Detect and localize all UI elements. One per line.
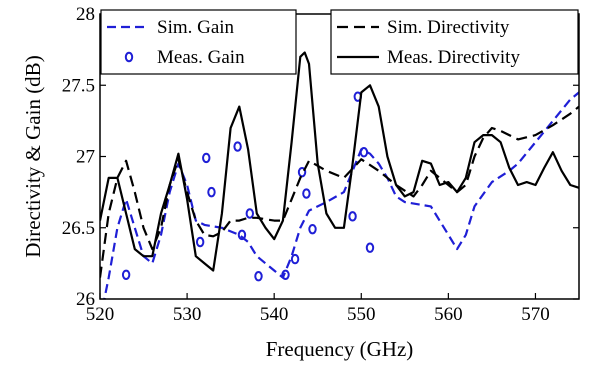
series-sim-gain-line — [103, 91, 579, 299]
x-tick-label: 570 — [521, 304, 550, 325]
y-tick-label: 28 — [76, 4, 95, 25]
series-meas-gain-marker — [359, 147, 369, 158]
legend-meas-directivity-label: Meas. Directivity — [387, 47, 520, 68]
x-tick-label: 550 — [347, 304, 376, 325]
series-meas-gain-marker — [290, 253, 300, 265]
y-tick-label: 26 — [76, 289, 95, 310]
series-meas-gain-marker — [348, 211, 357, 222]
series-meas-gain-marker — [237, 229, 247, 241]
x-tick-label: 540 — [260, 304, 289, 325]
x-axis-label: Frequency (GHz) — [266, 337, 414, 361]
series-meas-gain-marker — [233, 141, 242, 152]
series-meas-gain-marker — [245, 208, 254, 219]
legend-left-box — [100, 9, 297, 75]
legend-right-box — [330, 9, 579, 75]
series-meas-gain-marker — [365, 242, 375, 253]
legend-meas-gain-swatch — [124, 51, 134, 63]
series-meas-directivity-line — [100, 51, 579, 272]
series-meas-gain-marker — [302, 188, 311, 199]
series-meas-gain-marker — [254, 271, 263, 282]
series-sim-directivity-line — [100, 105, 579, 278]
y-tick-label: 27.5 — [62, 75, 95, 96]
legend-meas-gain-label: Meas. Gain — [157, 47, 245, 68]
y-axis-label: Directivity & Gain (dB) — [21, 55, 45, 257]
legend-sim-directivity-label: Sim. Directivity — [387, 17, 510, 38]
x-tick-label: 520 — [86, 304, 115, 325]
legend-right: Sim. Directivity Meas. Directivity — [330, 9, 579, 75]
x-tick-label: 530 — [173, 304, 202, 325]
series-meas-gain-marker — [281, 269, 290, 280]
legend-sim-gain-label: Sim. Gain — [157, 17, 235, 38]
ticks-layer: 520 530 540 550 560 570 26 26.5 27 27.5 28 — [62, 4, 579, 325]
series-meas-gain-marker — [308, 223, 317, 235]
series-meas-gain-marker — [195, 236, 205, 248]
y-tick-label: 26.5 — [62, 218, 95, 239]
series-meas-gain-marker — [207, 186, 216, 198]
legend-right-items: Sim. Directivity Meas. Directivity — [337, 17, 520, 68]
series-meas-gain-marker — [121, 269, 131, 280]
series-meas-gain-marker — [202, 152, 211, 164]
plot-layer — [100, 51, 579, 299]
legend-left: Sim. Gain Meas. Gain — [100, 9, 297, 75]
y-tick-label: 27 — [76, 147, 95, 168]
series-meas-gain-marker — [297, 166, 307, 178]
legend-left-items: Sim. Gain Meas. Gain — [107, 17, 245, 68]
x-tick-label: 560 — [434, 304, 463, 325]
